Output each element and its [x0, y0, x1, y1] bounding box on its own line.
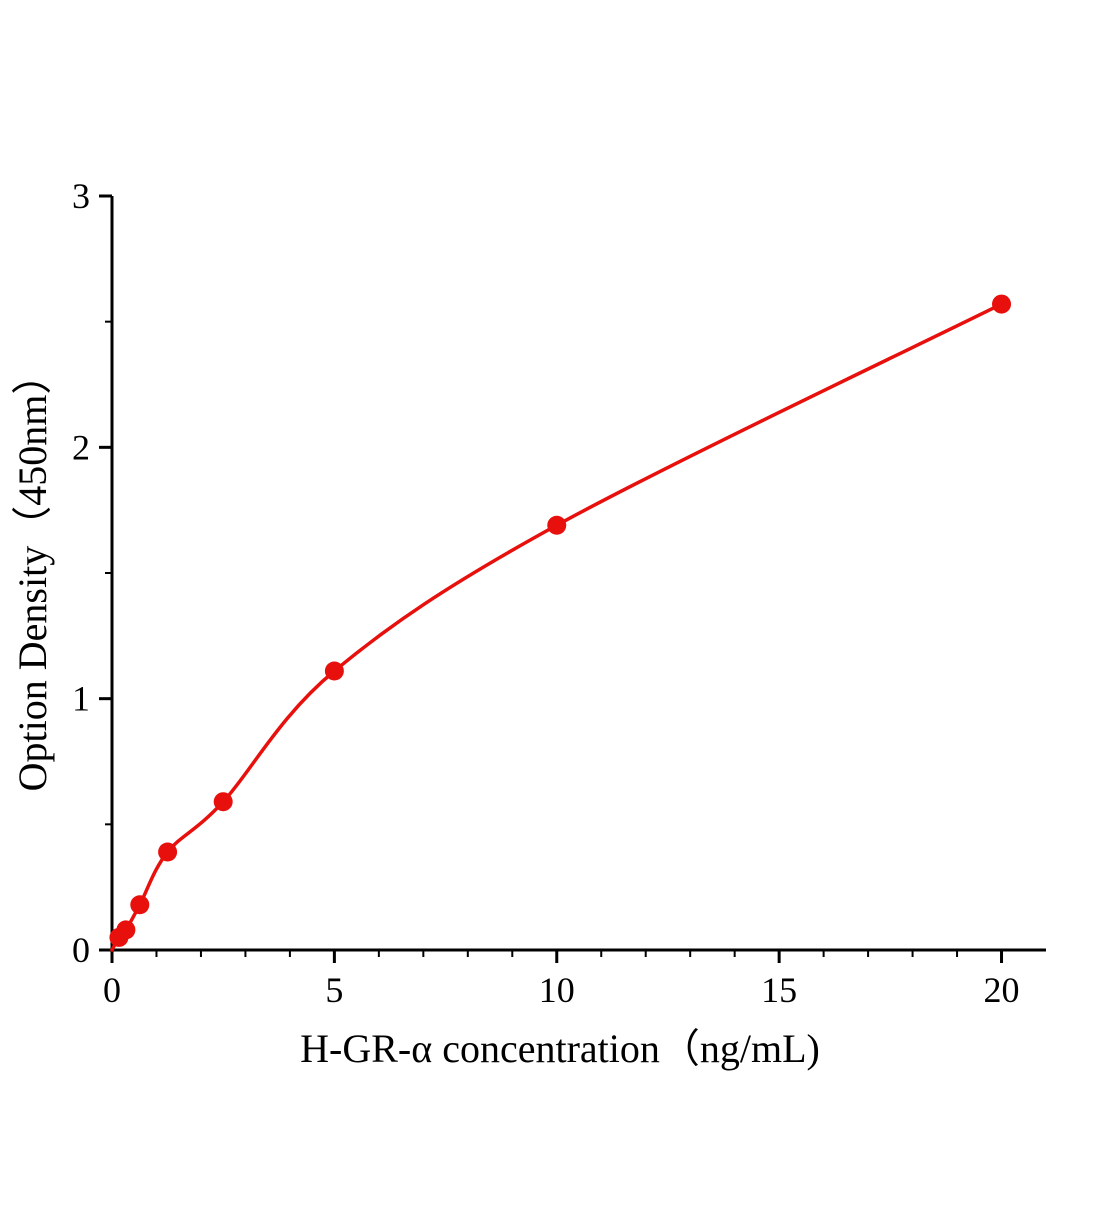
data-point — [213, 792, 233, 812]
data-point — [547, 515, 567, 535]
data-point — [992, 294, 1012, 314]
tick-marks — [99, 194, 1004, 963]
y-tick-label: 3 — [72, 176, 90, 216]
data-point — [158, 842, 178, 862]
x-tick-label: 10 — [539, 970, 575, 1010]
data-point — [116, 920, 136, 940]
data-point — [130, 895, 150, 915]
x-tick-label: 20 — [984, 970, 1020, 1010]
x-tick-label: 0 — [103, 970, 121, 1010]
plot-series — [109, 294, 1012, 952]
fitted-curve — [110, 302, 1004, 952]
tick-labels: 0 5 10 15 20 0 1 2 3 — [72, 176, 1020, 1010]
y-tick-label: 2 — [72, 427, 90, 467]
data-point — [324, 661, 344, 681]
y-tick-label: 0 — [72, 930, 90, 970]
y-tick-label: 1 — [72, 679, 90, 719]
x-tick-label: 5 — [325, 970, 343, 1010]
x-axis-label: H-GR-α concentration（ng/mL) — [300, 1026, 820, 1071]
axes — [110, 196, 1046, 952]
y-axis-label: Option Density（450nm） — [10, 355, 55, 792]
x-tick-label: 15 — [761, 970, 797, 1010]
